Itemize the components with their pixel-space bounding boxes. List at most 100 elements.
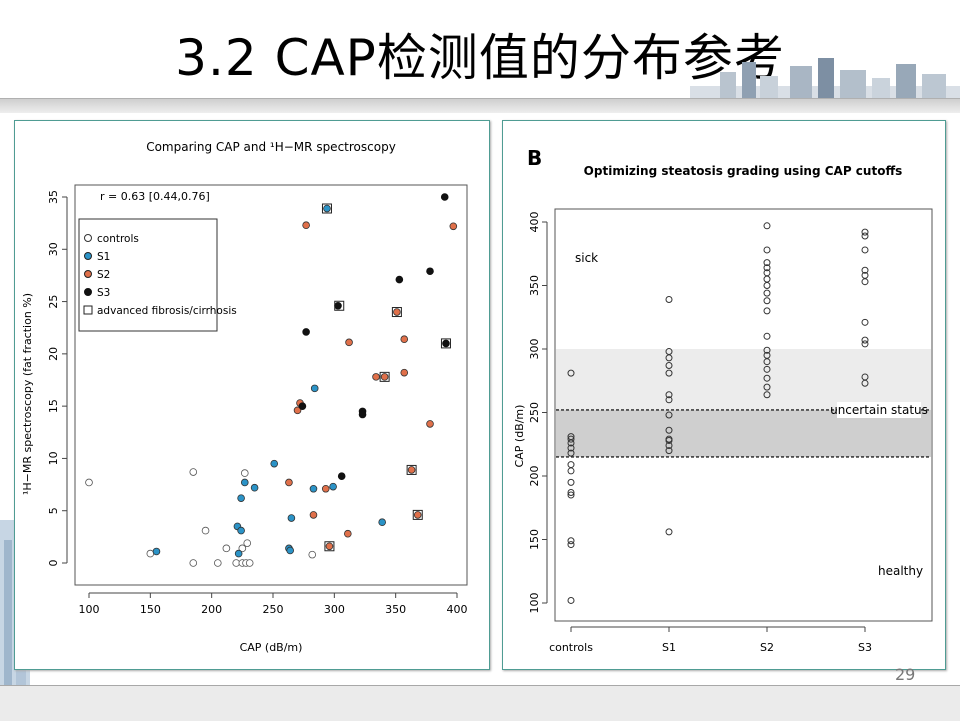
point-controls <box>567 461 575 469</box>
panel-b-cap-cutoffs: B Optimizing steatosis grading using CAP… <box>502 120 946 670</box>
y-tick-label: 15 <box>47 399 60 413</box>
point-s2 <box>763 332 771 340</box>
slide-title: 3.2 CAP检测值的分布参考 <box>175 29 785 87</box>
point-s2 <box>293 406 302 415</box>
point-s3 <box>395 275 404 284</box>
label-healthy: healthy <box>878 564 923 578</box>
chart-b-title: Optimizing steatosis grading using CAP c… <box>584 164 903 178</box>
x-tick-label: 250 <box>263 603 284 616</box>
legend-box <box>78 218 218 332</box>
point-s3 <box>861 278 869 286</box>
point-s2 <box>763 307 771 315</box>
chart-a-xlabel: CAP (dB/m) <box>240 641 303 654</box>
y-tick-label: 30 <box>47 242 60 256</box>
y-tick-label: 35 <box>47 190 60 204</box>
point-controls <box>567 478 575 486</box>
point-controls <box>567 444 575 452</box>
uncertain-label-bg <box>837 402 921 418</box>
point-s2 <box>763 259 771 267</box>
chart-a-title: Comparing CAP and ¹H−MR spectroscopy <box>146 140 396 154</box>
point-s1 <box>665 369 673 377</box>
point-s2 <box>407 466 416 474</box>
point-s3 <box>337 472 346 481</box>
legend-marker-fibrosis <box>83 305 93 315</box>
point-s2 <box>400 368 409 377</box>
point-s1 <box>270 459 279 468</box>
label-uncertain-status: uncertain status <box>830 403 928 417</box>
x-tick-label: S3 <box>858 641 872 654</box>
point-s1 <box>309 484 318 493</box>
point-controls <box>240 469 249 477</box>
point-s2 <box>400 335 409 344</box>
point-s3 <box>861 232 869 240</box>
point-s3 <box>861 318 869 326</box>
point-controls <box>189 468 198 476</box>
header-divider-band <box>0 98 960 113</box>
point-s1 <box>665 362 673 370</box>
chart-b-panel-label: B <box>527 146 542 170</box>
y-tick-label: 150 <box>528 529 541 550</box>
point-controls <box>189 559 198 567</box>
point-controls <box>567 489 575 497</box>
legend-label-fibrosis: advanced fibrosis/cirrhosis <box>97 305 237 317</box>
point-s1 <box>323 204 331 213</box>
point-controls <box>567 433 575 441</box>
point-s3 <box>334 301 342 310</box>
chart-a: Comparing CAP and ¹H−MR spectroscopy r =… <box>21 140 468 654</box>
label-sick: sick <box>575 251 598 265</box>
point-controls <box>567 369 575 377</box>
chart-a-legend: controls S1 S2 S3 advanced fibrosis/cirr… <box>78 218 237 332</box>
point-s1 <box>378 518 386 527</box>
point-s2 <box>302 221 310 230</box>
point-s1 <box>310 384 319 393</box>
point-s3 <box>861 271 869 279</box>
point-s1 <box>665 447 673 455</box>
point-s3 <box>861 373 869 381</box>
chart-a-plot-frame <box>74 184 468 586</box>
point-s2 <box>393 308 401 316</box>
point-s1 <box>665 396 673 404</box>
y-tick-label: 25 <box>47 295 60 309</box>
point-s1 <box>665 391 673 399</box>
point-fibrosis <box>406 464 417 475</box>
point-s2 <box>763 222 771 230</box>
point-s1 <box>665 295 673 303</box>
point-controls <box>85 478 93 487</box>
uncertain-band-upper <box>556 349 931 410</box>
y-tick-label: 10 <box>47 451 60 465</box>
legend-marker-s2 <box>84 270 92 278</box>
point-controls <box>567 449 575 457</box>
point-s1 <box>237 526 245 535</box>
point-s1 <box>665 411 673 419</box>
point-s3 <box>298 402 307 410</box>
point-s3 <box>861 340 869 348</box>
point-s2 <box>763 264 771 272</box>
point-s2 <box>763 346 771 354</box>
point-s1 <box>240 478 249 487</box>
point-s2 <box>763 289 771 297</box>
point-s3 <box>861 336 869 344</box>
point-s1 <box>286 546 294 555</box>
point-controls <box>567 491 575 499</box>
x-tick-label: 400 <box>447 603 468 616</box>
legend-label-s3: S3 <box>97 287 110 299</box>
y-tick-label: 200 <box>528 466 541 487</box>
point-controls <box>201 526 210 535</box>
point-s2 <box>763 269 771 277</box>
y-tick-label: 350 <box>528 275 541 296</box>
point-fibrosis <box>379 371 390 382</box>
point-s2 <box>325 542 334 551</box>
point-controls <box>245 559 254 567</box>
point-controls <box>567 467 575 475</box>
x-tick-label: 300 <box>324 603 345 616</box>
y-tick-label: 400 <box>528 212 541 233</box>
point-s3 <box>861 266 869 274</box>
chart-a-correlation: r = 0.63 [0.44,0.76] <box>100 190 210 203</box>
legend-label-s2: S2 <box>97 269 110 281</box>
point-s3 <box>358 410 367 419</box>
legend-marker-controls <box>84 234 92 242</box>
point-fibrosis <box>391 307 402 318</box>
y-tick-label: 250 <box>528 402 541 423</box>
point-s2 <box>380 373 389 381</box>
legend-label-controls: controls <box>97 233 139 245</box>
